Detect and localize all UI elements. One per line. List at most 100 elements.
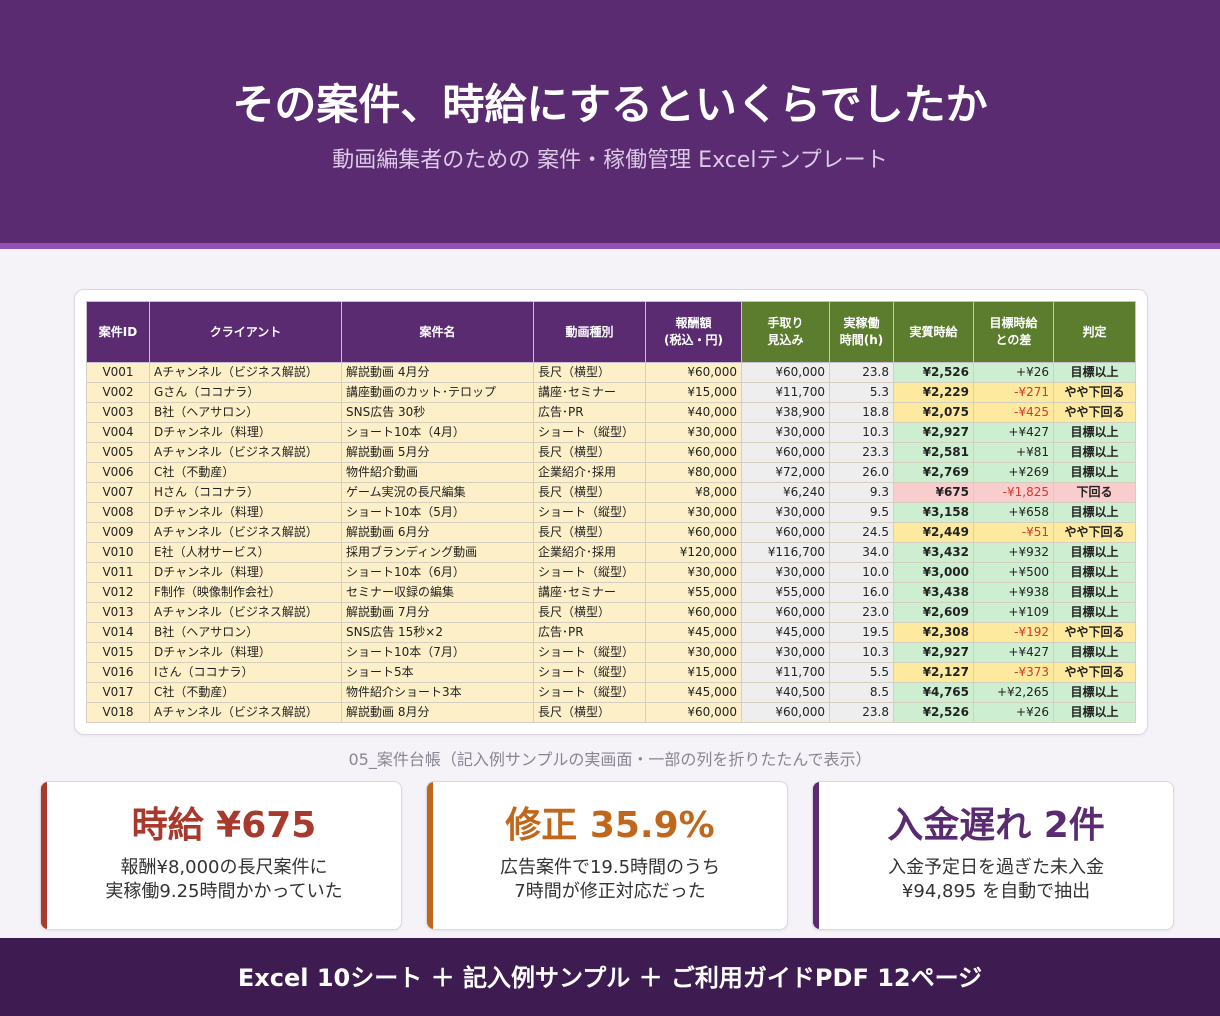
cell-takehome[interactable]: ¥55,000 bbox=[741, 582, 830, 603]
cell-judge[interactable]: 目標以上 bbox=[1053, 462, 1136, 483]
cell-diff[interactable]: +¥427 bbox=[973, 422, 1054, 443]
cell-rate[interactable]: ¥2,927 bbox=[893, 642, 974, 663]
cell-diff[interactable]: -¥373 bbox=[973, 662, 1054, 683]
cell-name[interactable]: 採用ブランディング動画 bbox=[341, 542, 534, 563]
cell-type[interactable]: 長尺（横型） bbox=[533, 482, 646, 503]
cell-reward[interactable]: ¥30,000 bbox=[645, 422, 742, 443]
cell-id[interactable]: V016 bbox=[86, 662, 150, 683]
cell-diff[interactable]: +¥658 bbox=[973, 502, 1054, 523]
column-header-takehome[interactable]: 手取り 見込み bbox=[741, 301, 830, 363]
cell-client[interactable]: Dチャンネル（料理） bbox=[149, 422, 342, 443]
cell-rate[interactable]: ¥4,765 bbox=[893, 682, 974, 703]
cell-diff[interactable]: +¥109 bbox=[973, 602, 1054, 623]
cell-name[interactable]: ショート10本（6月） bbox=[341, 562, 534, 583]
cell-type[interactable]: 講座･セミナー bbox=[533, 382, 646, 403]
cell-rate[interactable]: ¥2,127 bbox=[893, 662, 974, 683]
cell-reward[interactable]: ¥60,000 bbox=[645, 702, 742, 723]
cell-type[interactable]: ショート（縦型） bbox=[533, 562, 646, 583]
cell-reward[interactable]: ¥30,000 bbox=[645, 502, 742, 523]
cell-id[interactable]: V012 bbox=[86, 582, 150, 603]
cell-reward[interactable]: ¥15,000 bbox=[645, 382, 742, 403]
cell-hours[interactable]: 10.3 bbox=[829, 642, 894, 663]
cell-takehome[interactable]: ¥30,000 bbox=[741, 562, 830, 583]
cell-judge[interactable]: やや下回る bbox=[1053, 622, 1136, 643]
cell-client[interactable]: B社（ヘアサロン） bbox=[149, 402, 342, 423]
cell-id[interactable]: V014 bbox=[86, 622, 150, 643]
cell-takehome[interactable]: ¥60,000 bbox=[741, 602, 830, 623]
cell-rate[interactable]: ¥3,158 bbox=[893, 502, 974, 523]
cell-reward[interactable]: ¥30,000 bbox=[645, 642, 742, 663]
cell-name[interactable]: ゲーム実況の長尺編集 bbox=[341, 482, 534, 503]
cell-diff[interactable]: -¥271 bbox=[973, 382, 1054, 403]
cell-hours[interactable]: 34.0 bbox=[829, 542, 894, 563]
cell-reward[interactable]: ¥60,000 bbox=[645, 442, 742, 463]
cell-client[interactable]: F制作（映像制作会社） bbox=[149, 582, 342, 603]
cell-reward[interactable]: ¥8,000 bbox=[645, 482, 742, 503]
cell-takehome[interactable]: ¥30,000 bbox=[741, 422, 830, 443]
cell-id[interactable]: V007 bbox=[86, 482, 150, 503]
cell-judge[interactable]: やや下回る bbox=[1053, 522, 1136, 543]
cell-client[interactable]: C社（不動産） bbox=[149, 462, 342, 483]
column-header-client[interactable]: クライアント bbox=[149, 301, 342, 363]
cell-hours[interactable]: 9.3 bbox=[829, 482, 894, 503]
cell-id[interactable]: V002 bbox=[86, 382, 150, 403]
cell-type[interactable]: 長尺（横型） bbox=[533, 602, 646, 623]
cell-judge[interactable]: 目標以上 bbox=[1053, 702, 1136, 723]
cell-rate[interactable]: ¥675 bbox=[893, 482, 974, 503]
cell-judge[interactable]: 目標以上 bbox=[1053, 682, 1136, 703]
cell-type[interactable]: 長尺（横型） bbox=[533, 442, 646, 463]
cell-rate[interactable]: ¥2,526 bbox=[893, 362, 974, 383]
cell-type[interactable]: ショート（縦型） bbox=[533, 682, 646, 703]
cell-rate[interactable]: ¥3,438 bbox=[893, 582, 974, 603]
cell-hours[interactable]: 5.5 bbox=[829, 662, 894, 683]
cell-judge[interactable]: 目標以上 bbox=[1053, 502, 1136, 523]
cell-takehome[interactable]: ¥40,500 bbox=[741, 682, 830, 703]
cell-name[interactable]: 物件紹介動画 bbox=[341, 462, 534, 483]
cell-client[interactable]: Aチャンネル（ビジネス解説） bbox=[149, 442, 342, 463]
cell-id[interactable]: V008 bbox=[86, 502, 150, 523]
cell-id[interactable]: V017 bbox=[86, 682, 150, 703]
cell-name[interactable]: 解説動画 4月分 bbox=[341, 362, 534, 383]
cell-reward[interactable]: ¥45,000 bbox=[645, 622, 742, 643]
cell-diff[interactable]: -¥51 bbox=[973, 522, 1054, 543]
cell-rate[interactable]: ¥2,609 bbox=[893, 602, 974, 623]
cell-rate[interactable]: ¥2,229 bbox=[893, 382, 974, 403]
cell-reward[interactable]: ¥55,000 bbox=[645, 582, 742, 603]
cell-hours[interactable]: 23.0 bbox=[829, 602, 894, 623]
cell-reward[interactable]: ¥60,000 bbox=[645, 522, 742, 543]
cell-client[interactable]: Aチャンネル（ビジネス解説） bbox=[149, 362, 342, 383]
cell-client[interactable]: B社（ヘアサロン） bbox=[149, 622, 342, 643]
cell-takehome[interactable]: ¥30,000 bbox=[741, 642, 830, 663]
cell-client[interactable]: C社（不動産） bbox=[149, 682, 342, 703]
cell-type[interactable]: 広告･PR bbox=[533, 622, 646, 643]
column-header-rate[interactable]: 実質時給 bbox=[893, 301, 974, 363]
cell-diff[interactable]: -¥192 bbox=[973, 622, 1054, 643]
cell-rate[interactable]: ¥2,581 bbox=[893, 442, 974, 463]
cell-judge[interactable]: 目標以上 bbox=[1053, 542, 1136, 563]
cell-hours[interactable]: 18.8 bbox=[829, 402, 894, 423]
cell-judge[interactable]: 目標以上 bbox=[1053, 582, 1136, 603]
cell-name[interactable]: 物件紹介ショート3本 bbox=[341, 682, 534, 703]
cell-diff[interactable]: -¥1,825 bbox=[973, 482, 1054, 503]
cell-takehome[interactable]: ¥60,000 bbox=[741, 522, 830, 543]
cell-hours[interactable]: 23.8 bbox=[829, 702, 894, 723]
cell-id[interactable]: V018 bbox=[86, 702, 150, 723]
cell-type[interactable]: 広告･PR bbox=[533, 402, 646, 423]
cell-client[interactable]: Dチャンネル（料理） bbox=[149, 502, 342, 523]
cell-id[interactable]: V005 bbox=[86, 442, 150, 463]
cell-name[interactable]: 解説動画 6月分 bbox=[341, 522, 534, 543]
cell-diff[interactable]: +¥26 bbox=[973, 702, 1054, 723]
cell-name[interactable]: 講座動画のカット･テロップ bbox=[341, 382, 534, 403]
cell-diff[interactable]: +¥938 bbox=[973, 582, 1054, 603]
cell-judge[interactable]: 目標以上 bbox=[1053, 422, 1136, 443]
cell-client[interactable]: Dチャンネル（料理） bbox=[149, 642, 342, 663]
cell-judge[interactable]: 目標以上 bbox=[1053, 362, 1136, 383]
cell-rate[interactable]: ¥2,769 bbox=[893, 462, 974, 483]
cell-judge[interactable]: 下回る bbox=[1053, 482, 1136, 503]
cell-id[interactable]: V015 bbox=[86, 642, 150, 663]
cell-reward[interactable]: ¥120,000 bbox=[645, 542, 742, 563]
cell-client[interactable]: E社（人材サービス） bbox=[149, 542, 342, 563]
cell-id[interactable]: V001 bbox=[86, 362, 150, 383]
cell-diff[interactable]: -¥425 bbox=[973, 402, 1054, 423]
cell-diff[interactable]: +¥427 bbox=[973, 642, 1054, 663]
